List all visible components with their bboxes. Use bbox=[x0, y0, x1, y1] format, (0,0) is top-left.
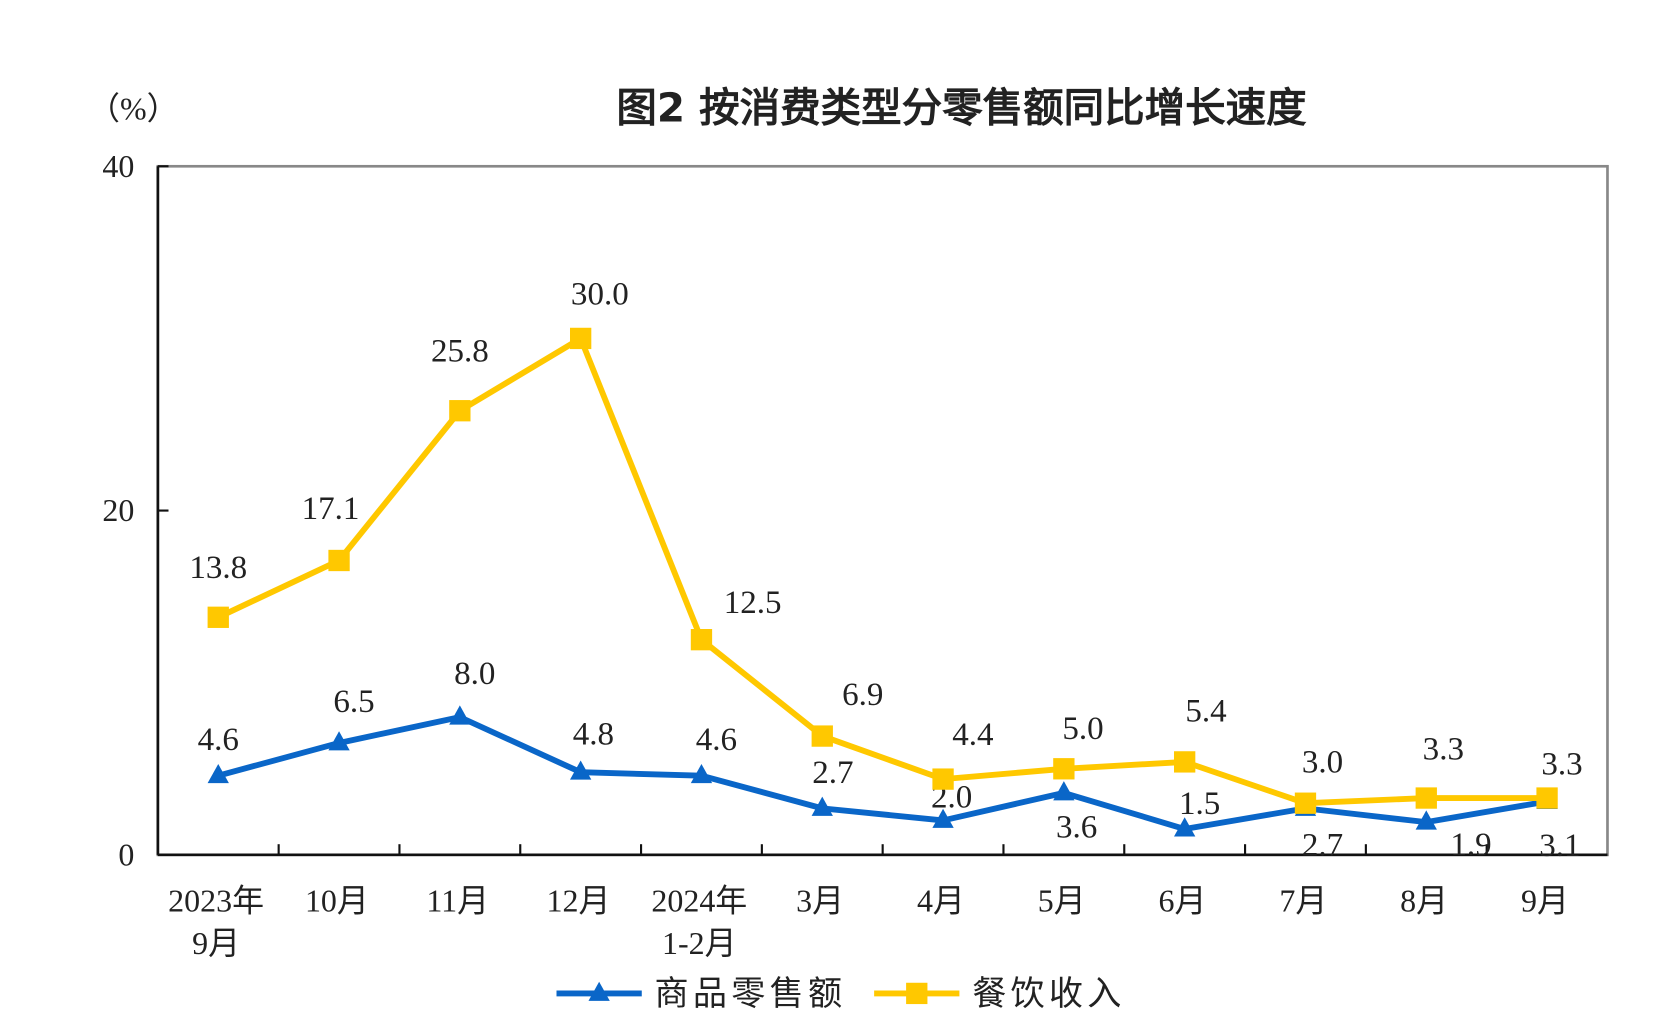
y-tick-label: 40 bbox=[102, 149, 134, 184]
data-point bbox=[690, 629, 713, 651]
data-point bbox=[1174, 751, 1196, 773]
data-point bbox=[811, 796, 833, 816]
data-point bbox=[449, 400, 471, 422]
data-label: 2.7 bbox=[1302, 827, 1343, 863]
x-tick-label: 5月 bbox=[1038, 883, 1086, 918]
data-point bbox=[1053, 758, 1075, 780]
x-tick-label: 1-2月 bbox=[662, 926, 737, 961]
x-tick-label: 10月 bbox=[305, 883, 369, 918]
legend: 商品零售额 餐饮收入 bbox=[556, 974, 1125, 1014]
x-tick-label: 12月 bbox=[547, 883, 611, 918]
data-point bbox=[328, 549, 350, 572]
data-label: 3.0 bbox=[1302, 744, 1343, 780]
series-catering: 13.8 17.1 25.8 30.0 12.5 6.9 4.4 5.0 5.4 3.0 3.3 3.… bbox=[189, 276, 1583, 814]
legend-square-icon bbox=[906, 982, 928, 1005]
data-point bbox=[207, 606, 229, 628]
x-tick-label: 3月 bbox=[796, 883, 844, 918]
data-label: 6.5 bbox=[333, 684, 374, 720]
data-label: 5.4 bbox=[1185, 693, 1226, 729]
x-tick-label: 2023年 bbox=[168, 883, 264, 918]
legend-item: 商品零售额 bbox=[556, 974, 847, 1014]
data-label: 2.7 bbox=[812, 755, 853, 791]
data-point bbox=[1174, 817, 1196, 837]
x-tick-label: 11月 bbox=[426, 883, 489, 918]
data-label: 1.9 bbox=[1450, 827, 1491, 863]
data-label: 25.8 bbox=[431, 334, 489, 370]
x-tick-label: 2024年 bbox=[651, 883, 747, 918]
series-line bbox=[217, 714, 1548, 832]
x-tick-label: 8月 bbox=[1400, 883, 1448, 918]
data-point bbox=[932, 768, 954, 790]
data-label: 3.3 bbox=[1541, 747, 1582, 783]
x-tick-label: 4月 bbox=[917, 883, 965, 918]
chart-title: 图2 按消费类型分零售额同比增长速度 bbox=[616, 84, 1307, 132]
data-point bbox=[569, 327, 592, 350]
data-label: 8.0 bbox=[454, 656, 495, 692]
data-point bbox=[932, 808, 954, 828]
y-axis-unit: （%） bbox=[88, 91, 179, 126]
data-point bbox=[811, 725, 833, 747]
data-point bbox=[207, 763, 229, 784]
legend-label: 餐饮收入 bbox=[972, 974, 1125, 1014]
data-point bbox=[569, 760, 592, 780]
data-label: 4.6 bbox=[696, 722, 737, 758]
data-point bbox=[1415, 810, 1437, 830]
data-label: 3.1 bbox=[1539, 828, 1580, 864]
data-point bbox=[449, 705, 471, 725]
data-label: 12.5 bbox=[724, 585, 782, 621]
data-label: 4.8 bbox=[573, 717, 614, 753]
plot-frame bbox=[156, 164, 1609, 857]
legend-item: 餐饮收入 bbox=[874, 974, 1125, 1014]
x-tick-label: 6月 bbox=[1159, 883, 1207, 918]
data-label: 4.4 bbox=[952, 717, 993, 753]
data-point bbox=[690, 763, 713, 784]
x-tick-label: 9月 bbox=[192, 926, 240, 961]
series-line bbox=[217, 335, 1548, 807]
legend-triangle-icon bbox=[588, 981, 610, 1001]
data-label: 5.0 bbox=[1062, 711, 1103, 747]
data-label: 30.0 bbox=[571, 276, 629, 312]
data-point bbox=[328, 731, 350, 751]
data-label: 3.6 bbox=[1056, 810, 1097, 846]
data-label: 1.5 bbox=[1179, 786, 1220, 822]
x-tick-label: 7月 bbox=[1279, 883, 1327, 918]
data-point bbox=[1053, 781, 1075, 801]
x-tick-label: 9月 bbox=[1521, 883, 1569, 918]
data-label: 17.1 bbox=[302, 491, 360, 527]
y-tick-label: 20 bbox=[102, 493, 134, 528]
series-goods-retail: 4.66.58.04.8 4.62.72.03.61.52.7 1.9 3.1 bbox=[198, 656, 1581, 864]
data-label: 4.6 bbox=[198, 722, 239, 758]
data-label: 13.8 bbox=[189, 550, 247, 586]
legend-label: 商品零售额 bbox=[655, 974, 847, 1014]
data-point bbox=[1536, 787, 1558, 809]
data-point bbox=[1294, 792, 1317, 814]
data-label: 6.9 bbox=[842, 677, 883, 713]
data-point bbox=[1415, 787, 1437, 809]
data-label: 3.3 bbox=[1423, 732, 1464, 768]
y-tick-label: 0 bbox=[118, 838, 134, 873]
